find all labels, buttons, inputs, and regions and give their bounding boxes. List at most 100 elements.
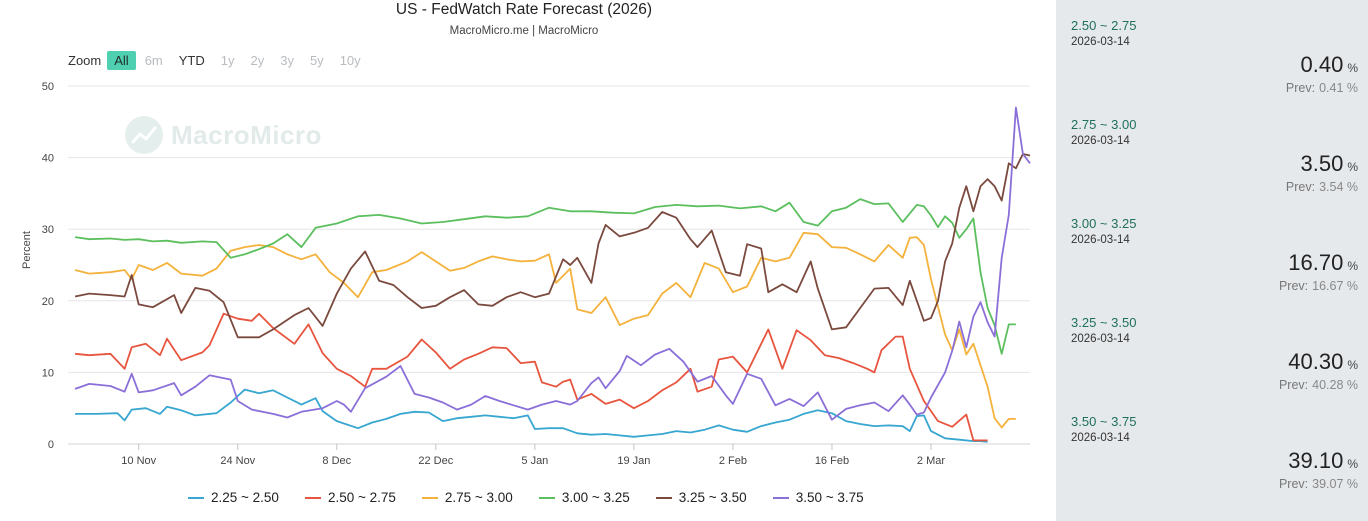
legend-label: 3.25 ~ 3.50 [678, 490, 747, 505]
zoom-button-6m[interactable]: 6m [144, 53, 163, 68]
panel-unit: % [1347, 259, 1358, 273]
legend-item-6[interactable]: 3.50 ~ 3.75 [772, 490, 864, 505]
panel-item[interactable]: 3.50 ~ 3.75 2026-03-14 39.10% Prev: 39.07 % [1056, 396, 1368, 495]
legend-swatch [655, 496, 672, 499]
x-tick-label: 24 Nov [220, 455, 255, 467]
watermark-logo: MacroMicro [125, 116, 322, 154]
legend-item-2[interactable]: 2.50 ~ 2.75 [304, 490, 396, 505]
panel-date: 2026-03-14 [1071, 432, 1130, 444]
legend-label: 2.25 ~ 2.50 [211, 490, 279, 505]
panel-value-row: 40.30% [1288, 349, 1358, 375]
zoom-label: Zoom [68, 53, 102, 68]
panel-item[interactable]: 3.25 ~ 3.50 2026-03-14 40.30% Prev: 40.28 % [1056, 297, 1368, 396]
panel-range-label: 2.50 ~ 2.75 [1071, 18, 1137, 33]
panel-item[interactable]: 3.00 ~ 3.25 2026-03-14 16.70% Prev: 16.67 % [1056, 198, 1368, 297]
x-tick-label: 2 Feb [719, 455, 747, 467]
panel-range-label: 3.00 ~ 3.25 [1071, 216, 1137, 231]
chart-title: US - FedWatch Rate Forecast (2026) [396, 1, 652, 18]
panel-value-row: 0.40% [1301, 52, 1359, 78]
panel-prev-value: 39.07 % [1312, 477, 1358, 491]
panel-prev-label: Prev: [1285, 81, 1316, 95]
chart-svg: US - FedWatch Rate Forecast (2026) Macro… [21, 1, 1031, 467]
zoom-button-3y[interactable]: 3y [280, 53, 294, 68]
legend-swatch [304, 496, 321, 499]
panel-value-row: 16.70% [1288, 250, 1358, 276]
legend-item-1[interactable]: 2.25 ~ 2.50 [188, 490, 279, 505]
x-tick-label: 2 Mar [917, 455, 945, 467]
y-tick-label: 50 [42, 81, 54, 93]
panel-prev-value: 0.41 % [1319, 81, 1358, 95]
panel-value: 3.50 [1300, 151, 1344, 176]
y-tick-label: 20 [42, 296, 54, 308]
series-line-2 [75, 312, 988, 442]
zoom-button-2y[interactable]: 2y [250, 53, 265, 68]
panel-prev-row: Prev: 16.67 % [1279, 279, 1358, 293]
panel-prev-row: Prev: 3.54 % [1286, 180, 1358, 194]
x-tick-label: 16 Feb [815, 455, 849, 467]
panel-prev-value: 40.28 % [1312, 378, 1358, 392]
zoom-button-ytd[interactable]: YTD [178, 53, 205, 68]
series-line-1 [75, 388, 988, 443]
zoom-button-all[interactable]: All [107, 51, 136, 70]
panel-unit: % [1347, 457, 1358, 471]
y-tick-label: 0 [48, 439, 54, 451]
series-line-4 [74, 198, 1016, 355]
legend-label: 3.00 ~ 3.25 [561, 490, 630, 505]
macromicro-logo-icon [125, 116, 163, 154]
panel-prev-row: Prev: 40.28 % [1279, 378, 1358, 392]
x-tick-label: 19 Jan [617, 455, 650, 467]
zoom-button-5y[interactable]: 5y [309, 53, 324, 68]
panel-prev-row: Prev: 0.41 % [1286, 81, 1358, 95]
chart-subtitle: MacroMicro.me | MacroMicro [450, 25, 599, 37]
panel-prev-value: 3.54 % [1319, 180, 1358, 194]
panel-item[interactable]: 2.75 ~ 3.00 2026-03-14 3.50% Prev: 3.54 % [1056, 99, 1368, 198]
legend-swatch [772, 496, 789, 499]
series-line-3 [74, 231, 1016, 429]
panel-unit: % [1347, 358, 1358, 372]
panel-range-label: 3.50 ~ 3.75 [1071, 414, 1137, 429]
panel-date: 2026-03-14 [1071, 135, 1130, 147]
x-tick-label: 10 Nov [121, 455, 156, 467]
side-panel: 2.50 ~ 2.75 2026-03-14 0.40% Prev: 0.41 % 2.7… [1056, 0, 1368, 521]
chart-legend: 2.25 ~ 2.50 2.50 ~ 2.75 2.75 ~ 3.00 3.00 ~ … [188, 490, 864, 505]
panel-date: 2026-03-14 [1071, 234, 1130, 246]
zoom-button-1y[interactable]: 1y [220, 53, 235, 68]
panel-prev-label: Prev: [1278, 279, 1309, 293]
axes: 0 10 20 30 40 50 10 Nov 24 Nov 8 Dec 22 Dec 5 Jan 1… [42, 81, 946, 467]
panel-value: 40.30 [1288, 349, 1344, 374]
panel-item[interactable]: 2.50 ~ 2.75 2026-03-14 0.40% Prev: 0.41 % [1056, 0, 1368, 99]
legend-label: 2.75 ~ 3.00 [444, 490, 513, 505]
panel-prev-label: Prev: [1278, 378, 1309, 392]
y-tick-label: 30 [42, 224, 54, 236]
panel-unit: % [1347, 61, 1358, 75]
panel-value-row: 39.10% [1288, 448, 1358, 474]
legend-label: 2.50 ~ 2.75 [327, 490, 396, 505]
panel-prev-row: Prev: 39.07 % [1279, 477, 1358, 491]
legend-item-3[interactable]: 2.75 ~ 3.00 [421, 490, 513, 505]
legend-item-4[interactable]: 3.00 ~ 3.25 [538, 490, 630, 505]
x-tick-label: 5 Jan [521, 455, 548, 467]
x-tick-label: 8 Dec [322, 455, 351, 467]
series-line-6 [74, 106, 1031, 421]
zoom-bar: Zoom All 6m YTD 1y 2y 3y 5y 10y [68, 51, 370, 70]
series-line-5 [74, 153, 1031, 339]
grid-lines [68, 85, 1030, 445]
legend-swatch [188, 496, 204, 499]
panel-range-label: 2.75 ~ 3.00 [1071, 117, 1137, 132]
panel-value: 39.10 [1288, 448, 1344, 473]
panel-value-row: 3.50% [1301, 151, 1359, 177]
y-axis-label: Percent [21, 231, 33, 269]
x-tick-label: 22 Dec [418, 455, 453, 467]
panel-prev-label: Prev: [1278, 477, 1309, 491]
panel-date: 2026-03-14 [1071, 333, 1130, 345]
zoom-button-10y[interactable]: 10y [339, 53, 361, 68]
panel-prev-label: Prev: [1285, 180, 1316, 194]
legend-item-5[interactable]: 3.25 ~ 3.50 [655, 490, 747, 505]
zoom-buttons: All 6m YTD 1y 2y 3y 5y 10y [107, 51, 369, 70]
chart-area: US - FedWatch Rate Forecast (2026) Macro… [21, 1, 1031, 505]
panel-range-label: 3.25 ~ 3.50 [1071, 315, 1137, 330]
legend-swatch [538, 496, 555, 499]
panel-value: 0.40 [1300, 52, 1344, 77]
panel-value: 16.70 [1288, 250, 1344, 275]
legend-swatch [421, 496, 438, 499]
